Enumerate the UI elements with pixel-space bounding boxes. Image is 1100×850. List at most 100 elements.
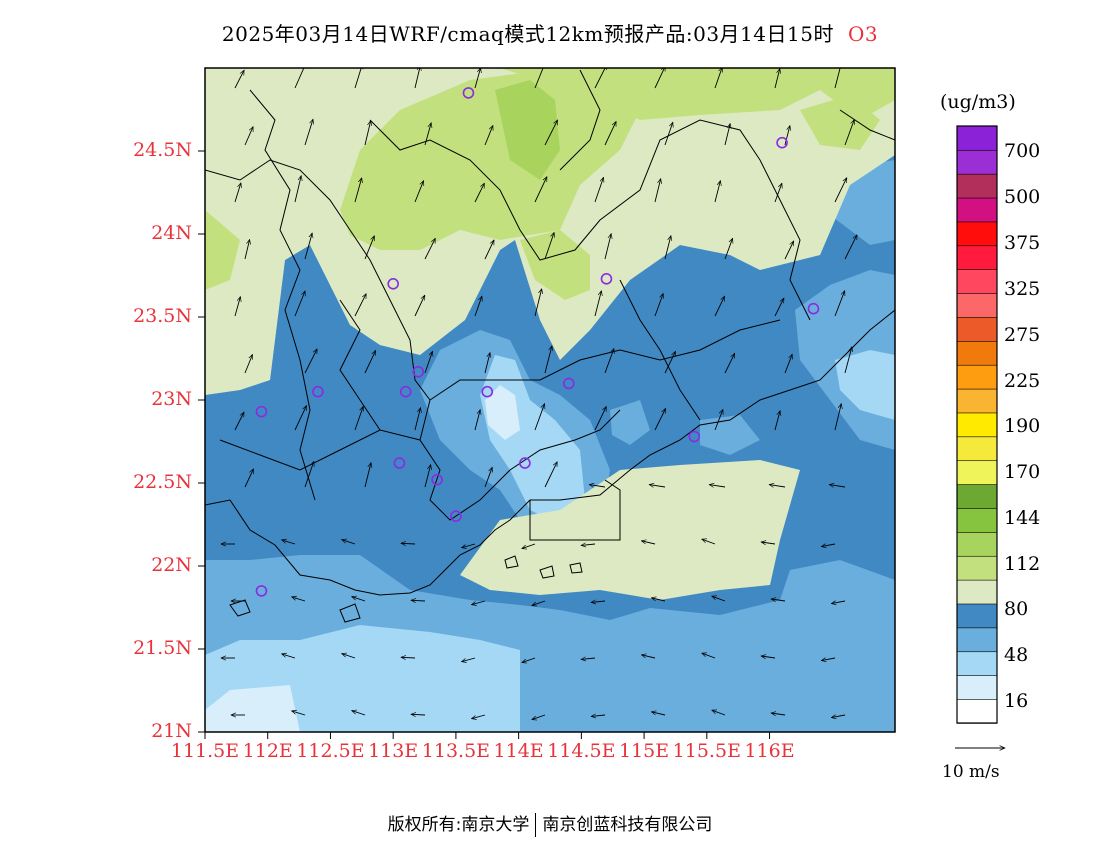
wind-arrow: [544, 346, 552, 374]
color-bar-segment: [956, 245, 998, 270]
wind-arrow: [342, 654, 356, 659]
wind-arrow: [654, 179, 661, 203]
wind-arrow: [534, 404, 545, 431]
lon-label: 111.5E: [170, 740, 240, 762]
wind-arrow: [294, 68, 306, 89]
title-text: 2025年03月14日WRF/cmaq模式12km预报产品:03月14日15时: [221, 22, 834, 46]
concentration-field: [205, 68, 895, 732]
wind-arrow: [234, 70, 245, 89]
concentration-high-green-patch: [495, 80, 560, 180]
station-marker: [563, 377, 575, 390]
lat-label: 21N: [151, 720, 192, 742]
lon-label: 114.5E: [547, 740, 616, 762]
color-bar-segment: [956, 674, 998, 700]
wind-arrow: [522, 657, 536, 663]
lat-label: 22.5N: [133, 471, 192, 493]
legend-label: 112: [1004, 553, 1041, 575]
wind-arrow: [769, 485, 786, 487]
wind-arrow: [424, 465, 431, 488]
monitoring-stations: [255, 87, 820, 597]
station-marker: [688, 430, 701, 443]
wind-arrow: [581, 658, 596, 659]
wind-arrow: [651, 712, 666, 716]
wind-arrow: [292, 597, 306, 602]
boundary-line: [429, 319, 781, 401]
wind-arrow: [544, 233, 554, 260]
wind-arrow: [654, 294, 663, 317]
wind-arrow: [304, 119, 313, 146]
footer-left: 版权所有:南京大学: [387, 815, 530, 835]
axis-ticks: [198, 150, 771, 739]
station-marker: [776, 136, 788, 149]
station-marker: [387, 277, 399, 290]
wind-arrow: [401, 657, 416, 658]
wind-arrow: [304, 233, 312, 260]
wind-arrow: [581, 544, 596, 545]
lat-label: 23.5N: [133, 305, 192, 327]
wind-arrow: [401, 543, 416, 544]
station-marker: [462, 87, 475, 99]
station-marker: [450, 510, 462, 523]
wind-arrow: [712, 710, 726, 716]
boundary-line: [219, 429, 421, 471]
legend-label: 375: [1004, 232, 1041, 254]
footer-separator: [535, 813, 537, 837]
legend-label: 190: [1004, 415, 1041, 437]
wind-arrow: [294, 176, 301, 203]
color-bar-segment: [956, 364, 998, 390]
wind-arrow: [844, 235, 858, 260]
color-bar-segment: [956, 268, 998, 294]
wind-arrow: [484, 126, 493, 146]
wind-arrow: [591, 601, 606, 602]
wind-arrow: [304, 462, 314, 488]
wind-arrow: [784, 241, 795, 260]
legend-label: 325: [1004, 278, 1041, 300]
boundary-line: [839, 109, 895, 141]
color-bar-segment: [956, 651, 998, 676]
lat-label: 24N: [151, 222, 192, 244]
wind-arrow: [844, 347, 852, 374]
wind-arrow: [234, 412, 245, 431]
northeast-112-144-patch: [800, 95, 880, 150]
wind-arrow: [774, 69, 780, 89]
wind-arrow: [354, 406, 363, 431]
wind-arrow: [282, 540, 296, 545]
wind-arrow: [591, 715, 606, 716]
station-marker: [393, 457, 406, 469]
legend-label: 170: [1004, 461, 1041, 483]
color-bar-segment: [956, 221, 998, 247]
station-marker: [255, 585, 268, 597]
color-bar-frame: [956, 125, 998, 724]
lat-label: 22N: [151, 554, 192, 576]
legend-label: 80: [1004, 598, 1029, 620]
legend-unit: (ug/m3): [940, 91, 1016, 113]
wind-arrow: [424, 351, 433, 374]
plot-frame: [204, 67, 896, 733]
color-bar-segment: [956, 579, 998, 605]
wind-arrow: [234, 297, 240, 317]
wind-arrow: [834, 404, 841, 431]
color-bar: [956, 125, 998, 724]
lon-label: 113E: [368, 740, 419, 762]
lon-label: 112E: [242, 740, 293, 762]
footer-right: 南京创蓝科技有限公司: [542, 815, 713, 835]
wind-arrow: [484, 353, 490, 374]
species-label: O3: [847, 22, 879, 46]
wind-arrow: [354, 178, 362, 203]
legend-label: 500: [1004, 186, 1041, 208]
wind-arrow: [712, 596, 726, 602]
wind-vector-field: [221, 68, 858, 720]
lat-label: 24.5N: [133, 139, 192, 161]
wind-arrow: [424, 238, 436, 260]
inland-48-64-patch: [610, 400, 650, 445]
wind-arrow: [774, 183, 782, 203]
wind-arrow: [462, 543, 476, 548]
wind-arrow: [472, 714, 486, 719]
wind-arrow: [294, 406, 307, 431]
wind-arrow: [534, 289, 542, 317]
wind-arrow: [414, 295, 426, 317]
wind-arrow: [244, 127, 254, 146]
wind-arrow: [352, 597, 366, 602]
sea-80-112-region: [460, 460, 800, 600]
